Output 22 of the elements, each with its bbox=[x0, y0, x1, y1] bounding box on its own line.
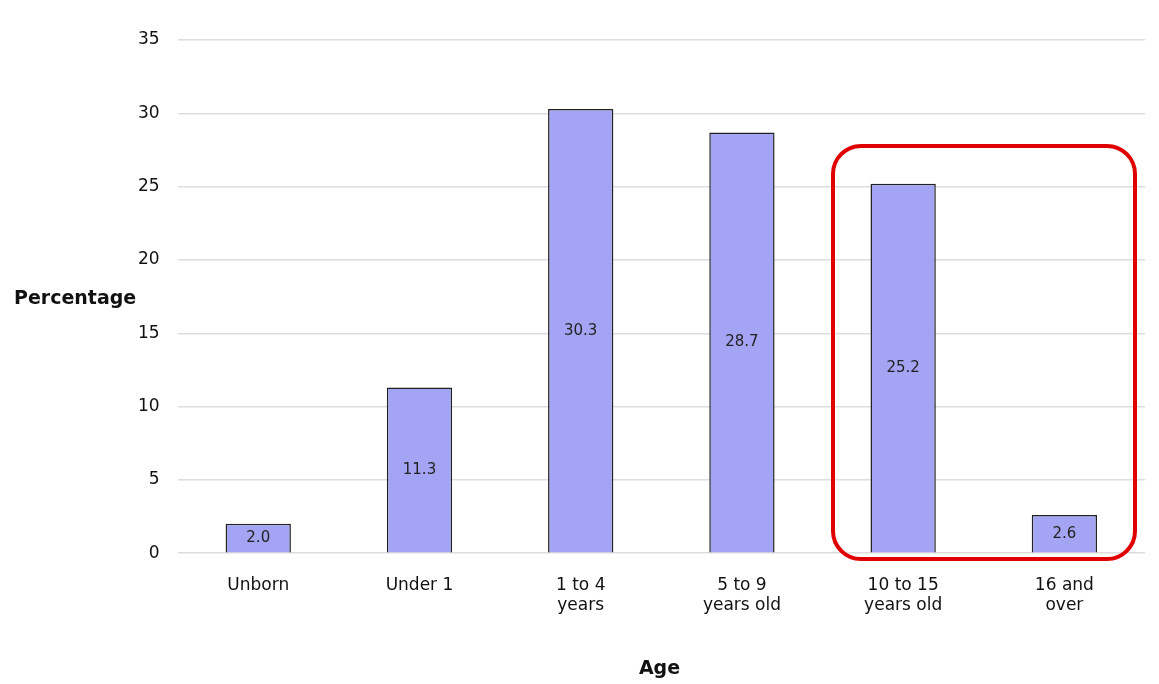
data-label: 25.2 bbox=[886, 357, 920, 376]
y-tick-label: 35 bbox=[137, 28, 160, 49]
y-tick-label: 10 bbox=[137, 394, 160, 415]
y-tick-label: 5 bbox=[148, 468, 160, 489]
x-tick-label: 1 to 4 years bbox=[555, 573, 606, 615]
x-tick-label: Unborn bbox=[227, 573, 290, 594]
y-tick-label: 20 bbox=[137, 248, 160, 269]
x-axis-title: Age bbox=[637, 656, 682, 678]
data-label: 2.0 bbox=[246, 528, 271, 547]
x-tick-label: 5 to 9 years old bbox=[702, 573, 781, 615]
data-label: 2.6 bbox=[1052, 523, 1077, 542]
x-tick-label: Under 1 bbox=[385, 573, 454, 594]
y-axis-title: Percentage bbox=[14, 286, 137, 308]
x-tick-label: 16 and over bbox=[1034, 573, 1094, 615]
data-label: 11.3 bbox=[402, 459, 437, 478]
x-tick-label: 10 to 15 years old bbox=[864, 573, 943, 615]
data-label: 28.7 bbox=[725, 332, 759, 351]
y-tick-label: 25 bbox=[137, 175, 160, 196]
y-tick-label: 15 bbox=[137, 321, 160, 342]
y-tick-label: 0 bbox=[148, 541, 160, 562]
data-label: 30.3 bbox=[564, 320, 598, 339]
y-tick-label: 30 bbox=[137, 101, 160, 122]
